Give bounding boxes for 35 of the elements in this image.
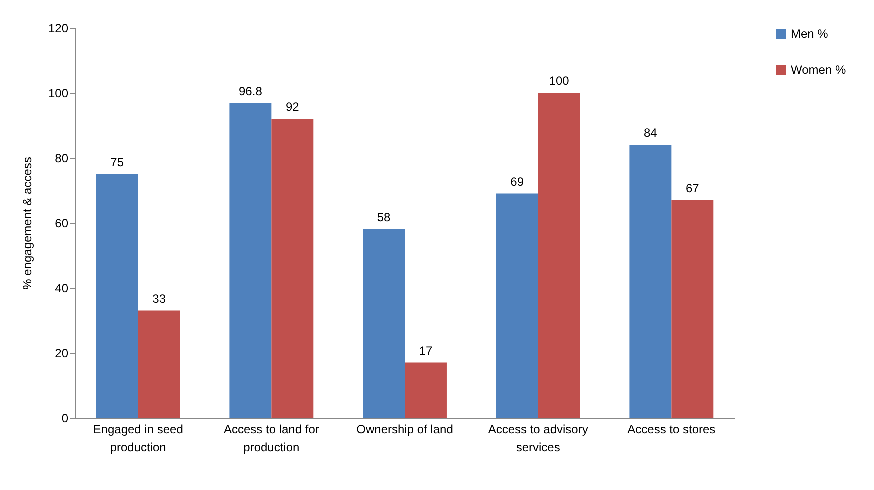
- x-tick-label: Ownership of land: [356, 422, 454, 436]
- bar: [138, 310, 180, 418]
- data-label: 96.8: [239, 84, 263, 98]
- y-tick-label: 20: [55, 346, 69, 360]
- bar: [672, 200, 714, 418]
- bar: [630, 145, 672, 418]
- data-label: 67: [686, 181, 700, 196]
- data-label: 92: [286, 100, 300, 114]
- x-tick-label: Access to land for production: [224, 422, 320, 454]
- bar: [496, 194, 538, 418]
- bar: [230, 103, 272, 418]
- data-label: 58: [377, 210, 392, 224]
- data-label: 17: [419, 344, 433, 358]
- y-tick-label: 100: [48, 86, 69, 100]
- data-label: 100: [549, 74, 570, 88]
- x-tick-label: Engaged in seed production: [93, 422, 184, 454]
- x-tick-label: Access to stores: [628, 422, 716, 436]
- legend-label: Women %: [791, 63, 846, 77]
- x-tick-label: Access to advisory services: [488, 422, 588, 454]
- bar: [363, 230, 405, 418]
- data-label: 33: [152, 292, 166, 306]
- y-axis-title: % engagement & access: [20, 157, 34, 290]
- legend-label: Men %: [791, 27, 829, 41]
- data-label: 75: [110, 155, 124, 170]
- y-tick-label: 80: [55, 152, 69, 166]
- bar: [538, 93, 580, 418]
- data-label: 84: [644, 126, 658, 140]
- y-tick-label: 40: [55, 282, 69, 296]
- y-tick-label: 120: [48, 22, 69, 36]
- y-tick-label: 0: [62, 412, 69, 426]
- data-label: 69: [510, 174, 524, 189]
- bar: [272, 119, 314, 418]
- bar: [96, 174, 138, 418]
- y-tick-label: 60: [55, 216, 69, 230]
- bar: [405, 362, 447, 418]
